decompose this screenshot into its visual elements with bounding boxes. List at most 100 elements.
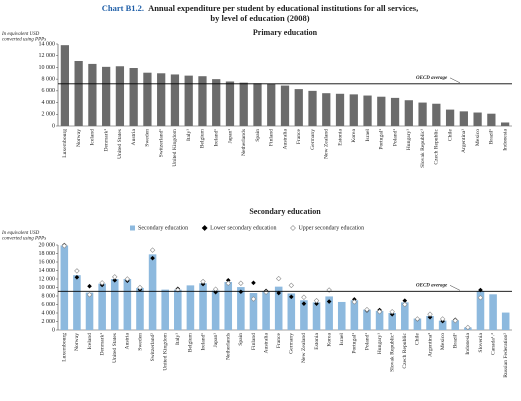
- x-tick-label: United States: [117, 129, 123, 159]
- bar: [438, 320, 447, 330]
- upper-marker: [389, 309, 395, 315]
- x-tick-label: Luxembourg: [62, 129, 68, 158]
- upper-marker: [439, 316, 446, 322]
- x-tick-label: Norway: [74, 333, 80, 351]
- x-tick-label: Germany: [310, 129, 316, 150]
- bar: [212, 79, 221, 126]
- bar: [337, 301, 346, 330]
- x-tick-label: Iceland: [90, 129, 96, 146]
- bar: [363, 95, 372, 126]
- bar: [225, 81, 235, 126]
- bar: [148, 254, 157, 330]
- x-tick-label: Portugal¹: [352, 333, 358, 354]
- bar: [157, 73, 166, 126]
- x-tick-label: Israel: [339, 333, 345, 346]
- x-tick-label: Indonesia: [502, 128, 508, 150]
- x-tick-label: France: [276, 332, 282, 348]
- x-tick-label: Australia: [263, 332, 269, 353]
- upper-marker: [137, 284, 143, 291]
- upper-marker: [465, 324, 471, 331]
- x-tick-label: Belgium: [188, 332, 194, 352]
- oecd-average-label: OECD average: [416, 283, 448, 288]
- lower-marker: [326, 299, 332, 304]
- upper-marker: [86, 292, 93, 298]
- bar: [129, 68, 138, 126]
- x-tick-label: Mexico: [440, 333, 446, 350]
- y-tick-label: 2 000: [42, 319, 56, 325]
- x-tick-label: Korea: [326, 332, 332, 346]
- x-tick-label: Chile: [415, 332, 421, 345]
- x-tick-label: Indonesia: [465, 332, 471, 354]
- x-tick-label: Poland¹: [364, 333, 370, 351]
- x-tick-label: Austria: [131, 128, 137, 145]
- x-tick-label: New Zealand: [301, 333, 307, 363]
- bar: [73, 275, 81, 330]
- bar: [102, 66, 111, 126]
- y-axis-label: converted using PPPs: [2, 38, 46, 43]
- x-tick-label: Canada¹˒²: [490, 333, 496, 355]
- bar: [401, 302, 409, 330]
- bar: [404, 100, 413, 126]
- bar: [489, 294, 497, 330]
- y-tick-label: 14 000: [39, 268, 56, 274]
- bar: [239, 82, 248, 126]
- bar: [211, 290, 220, 330]
- lower-marker: [314, 301, 319, 306]
- lower-marker: [238, 289, 244, 295]
- y-tick-label: 14 000: [39, 41, 56, 47]
- x-tick-label: United States: [112, 333, 118, 363]
- y-tick-label: 16 000: [39, 259, 56, 265]
- lower-marker: [251, 280, 256, 286]
- bar: [186, 285, 195, 330]
- x-tick-label: Denmark¹: [99, 333, 105, 356]
- bar: [170, 74, 180, 126]
- upper-marker: [452, 317, 458, 324]
- y-tick-label: 6 000: [42, 302, 56, 308]
- upper-marker: [427, 311, 433, 317]
- x-tick-label: Netherlands: [241, 129, 247, 156]
- x-tick-label: Japan¹: [213, 333, 219, 348]
- x-tick-label: Spain: [238, 333, 244, 346]
- bar: [123, 279, 132, 330]
- legend-swatch: [290, 225, 296, 231]
- x-tick-label: Slovak Republic¹: [389, 333, 395, 372]
- lower-marker: [74, 275, 80, 280]
- x-tick-label: Norway: [76, 129, 82, 147]
- lower-marker: [150, 255, 155, 261]
- legend-swatch: [130, 225, 135, 231]
- oecd-pointer: [449, 285, 461, 291]
- bar: [349, 94, 358, 126]
- x-tick-label: Ireland¹: [200, 333, 206, 351]
- upper-marker: [112, 274, 118, 280]
- lower-marker: [427, 314, 433, 320]
- x-tick-label: Hungary¹: [406, 129, 412, 151]
- upper-marker: [414, 316, 421, 322]
- x-tick-label: Austria: [125, 332, 131, 349]
- x-tick-label: Luxembourg: [62, 333, 68, 362]
- x-tick-label: Belgium: [200, 128, 206, 148]
- upper-marker: [402, 301, 408, 308]
- bar: [88, 63, 97, 126]
- legend-label: Lower secondary education: [210, 225, 276, 231]
- bar: [262, 291, 270, 330]
- upper-marker: [275, 275, 282, 282]
- bar: [312, 302, 321, 330]
- bar: [161, 289, 169, 330]
- bar: [322, 93, 331, 126]
- bar: [500, 122, 510, 126]
- legend-label: Upper secondary education: [298, 225, 364, 231]
- y-tick-label: 2 000: [42, 112, 56, 118]
- bar: [136, 287, 144, 330]
- x-tick-label: Switzerland²: [150, 333, 156, 362]
- bar: [143, 72, 152, 126]
- y-tick-label: 12 000: [39, 276, 56, 282]
- y-tick-label: 4 000: [42, 310, 56, 316]
- x-tick-label: Germany: [289, 333, 295, 354]
- figure-label: Chart B1.2.: [102, 3, 144, 13]
- bar: [60, 45, 70, 126]
- bar: [390, 97, 400, 126]
- x-tick-label: Estonia: [314, 332, 320, 349]
- x-tick-label: Portugal¹: [379, 129, 385, 150]
- lower-marker: [112, 277, 118, 283]
